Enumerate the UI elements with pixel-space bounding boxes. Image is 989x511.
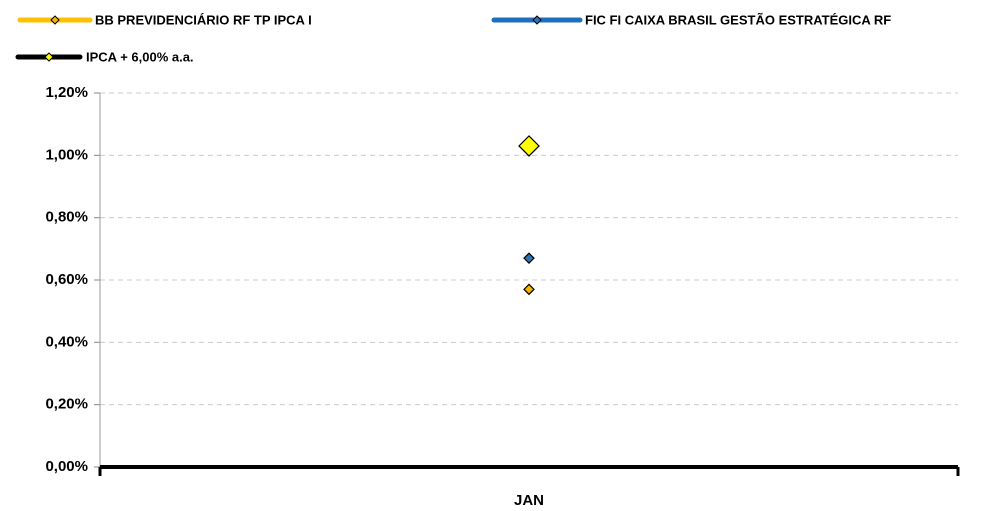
legend-marker xyxy=(44,52,54,62)
legend-label: IPCA + 6,00% a.a. xyxy=(86,49,194,64)
y-tick-label: 0,20% xyxy=(45,396,88,413)
marker xyxy=(523,283,535,296)
marker xyxy=(523,252,535,265)
y-tick-label: 0,40% xyxy=(45,333,88,350)
y-tick-label: 0,00% xyxy=(45,458,88,475)
x-tick-label: JAN xyxy=(514,492,544,509)
legend-marker xyxy=(532,15,542,25)
marker xyxy=(518,135,540,157)
y-tick-label: 1,20% xyxy=(45,84,88,101)
legend-label: BB PREVIDENCIÁRIO RF TP IPCA I xyxy=(95,12,312,27)
y-tick-label: 0,60% xyxy=(45,271,88,288)
y-tick-label: 1,00% xyxy=(45,146,88,163)
y-tick-label: 0,80% xyxy=(45,209,88,226)
legend-marker xyxy=(50,15,60,25)
legend-label: FIC FI CAIXA BRASIL GESTÃO ESTRATÉGICA R… xyxy=(585,12,891,27)
